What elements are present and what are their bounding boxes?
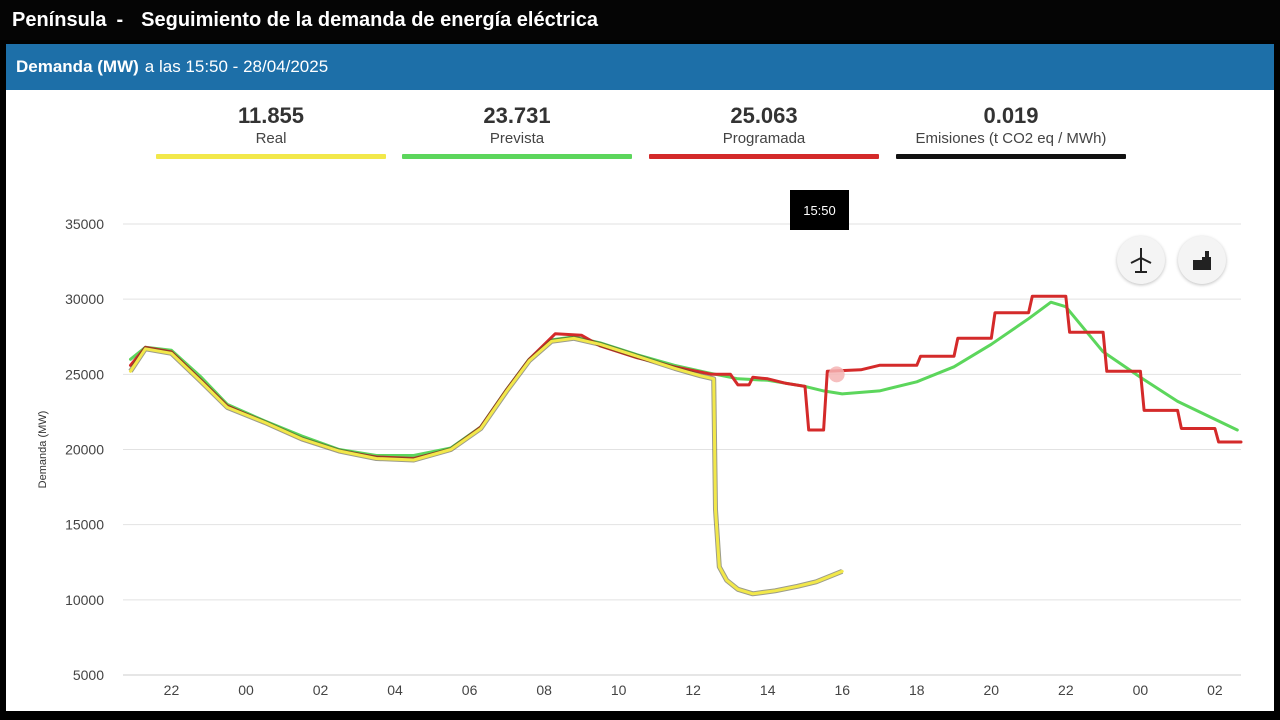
kpi-emisiones-value: 0.019 xyxy=(983,103,1039,128)
y-tick-label: 15000 xyxy=(65,517,104,533)
kpi-programada-legend-line xyxy=(649,154,879,159)
kpi-prevista-value: 23.731 xyxy=(483,103,551,128)
kpi-real-value: 11.855 xyxy=(237,103,305,128)
kpi-prevista-label: Prevista xyxy=(489,130,545,147)
y-tick-label: 10000 xyxy=(65,592,104,608)
kpi-real-legend-line xyxy=(156,154,386,159)
kpi-real-label: Real xyxy=(255,130,287,147)
chart-panel: Demanda (MW) a las 15:50 - 28/04/2025 11… xyxy=(6,44,1274,711)
x-tick-label: 06 xyxy=(462,682,478,698)
x-tick-label: 18 xyxy=(909,682,925,698)
x-tick-label: 00 xyxy=(1133,682,1149,698)
kpi-programada-label: Programada xyxy=(722,130,806,147)
x-tick-label: 12 xyxy=(685,682,701,698)
kpi-emisiones-legend-line xyxy=(896,154,1126,159)
demand-chart[interactable]: 5000 10000 15000 20000 25000 30000 35000 Demand… xyxy=(6,194,1274,711)
y-tick-label: 5000 xyxy=(73,667,104,683)
series-line-prevista[interactable] xyxy=(129,300,1239,457)
wind-toggle-button[interactable] xyxy=(1117,236,1165,284)
kpi-prevista-legend-line xyxy=(402,154,632,159)
kpi-programada[interactable]: 25.063 Programada xyxy=(649,104,879,159)
time-tooltip: 15:50 xyxy=(790,190,849,230)
kpi-emisiones-label: Emisiones (t CO2 eq / MWh) xyxy=(915,130,1107,147)
x-tick-label: 02 xyxy=(313,682,329,698)
kpi-programada-value: 25.063 xyxy=(730,103,798,128)
x-tick-label: 08 xyxy=(536,682,552,698)
x-tick-label: 22 xyxy=(1058,682,1074,698)
x-tick-label: 00 xyxy=(238,682,254,698)
wind-turbine-icon xyxy=(1130,248,1152,273)
kpi-prevista[interactable]: 23.731 Prevista xyxy=(402,104,632,159)
kpi-real[interactable]: 11.855 Real xyxy=(156,104,386,159)
kpi-emisiones[interactable]: 0.019 Emisiones (t CO2 eq / MWh) xyxy=(896,104,1126,159)
y-tick-label: 30000 xyxy=(65,291,104,307)
title-separator: - xyxy=(116,8,124,31)
y-tick-label: 20000 xyxy=(65,442,104,458)
x-tick-label: 22 xyxy=(164,682,180,698)
header-timestamp: a las 15:50 - 28/04/2025 xyxy=(144,57,329,76)
x-tick-label: 04 xyxy=(387,682,403,698)
region-label: Península xyxy=(12,8,107,31)
window-title: Seguimiento de la demanda de energía elé… xyxy=(141,8,598,31)
series-line-real-shadow xyxy=(128,335,844,597)
series-line-real[interactable] xyxy=(129,336,844,596)
demand-header: Demanda (MW) a las 15:50 - 28/04/2025 xyxy=(6,44,1274,90)
x-tick-label: 02 xyxy=(1207,682,1223,698)
hover-marker xyxy=(828,366,845,383)
window-title-bar: Península - Seguimiento de la demanda de… xyxy=(0,0,1280,40)
x-tick-label: 16 xyxy=(834,682,850,698)
y-tick-label: 35000 xyxy=(65,216,104,232)
y-axis-label: Demanda (MW) xyxy=(37,411,49,489)
x-tick-label: 10 xyxy=(611,682,627,698)
x-tick-label: 20 xyxy=(984,682,1000,698)
y-tick-label: 25000 xyxy=(65,366,104,382)
x-tick-label: 14 xyxy=(760,682,776,698)
factory-icon xyxy=(1193,251,1211,270)
factory-toggle-button[interactable] xyxy=(1178,236,1226,284)
header-metric: Demanda (MW) xyxy=(16,57,139,76)
